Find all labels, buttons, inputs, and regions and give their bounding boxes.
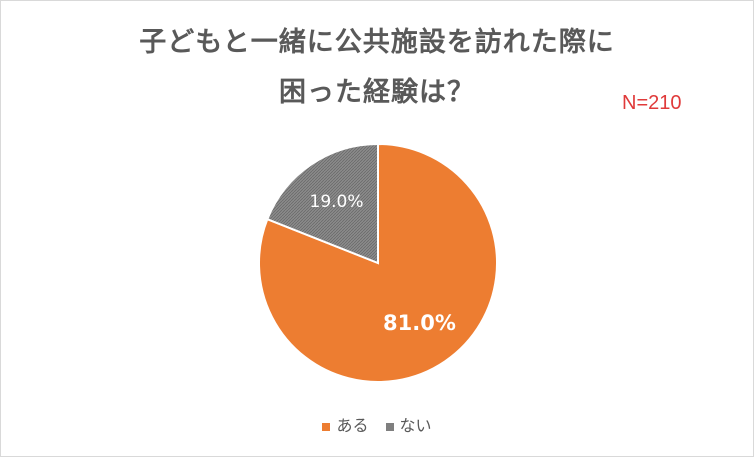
chart-title-line-2: 困った経験は？: [279, 77, 475, 108]
chart-title-line-1: 子どもと一緒に公共施設を訪れた際に: [139, 27, 615, 58]
pie-slice-aru: [258, 142, 498, 383]
legend-item-aru: ある: [322, 412, 368, 436]
legend: ある ない: [0, 412, 754, 436]
legend-swatch-nai: [385, 422, 394, 431]
pie-label-aru: 81.0%: [383, 311, 456, 335]
chart-title: 子どもと一緒に公共施設を訪れた際に 困った経験は？: [0, 18, 754, 118]
pie-label-nai: 19.0%: [310, 192, 364, 212]
legend-swatch-aru: [322, 422, 331, 431]
legend-label-nai: ない: [399, 416, 432, 435]
sample-size-note: N=210: [622, 92, 682, 114]
legend-label-aru: ある: [336, 416, 369, 435]
pie-slice-nai: [266, 142, 379, 265]
legend-item-nai: ない: [385, 412, 432, 436]
